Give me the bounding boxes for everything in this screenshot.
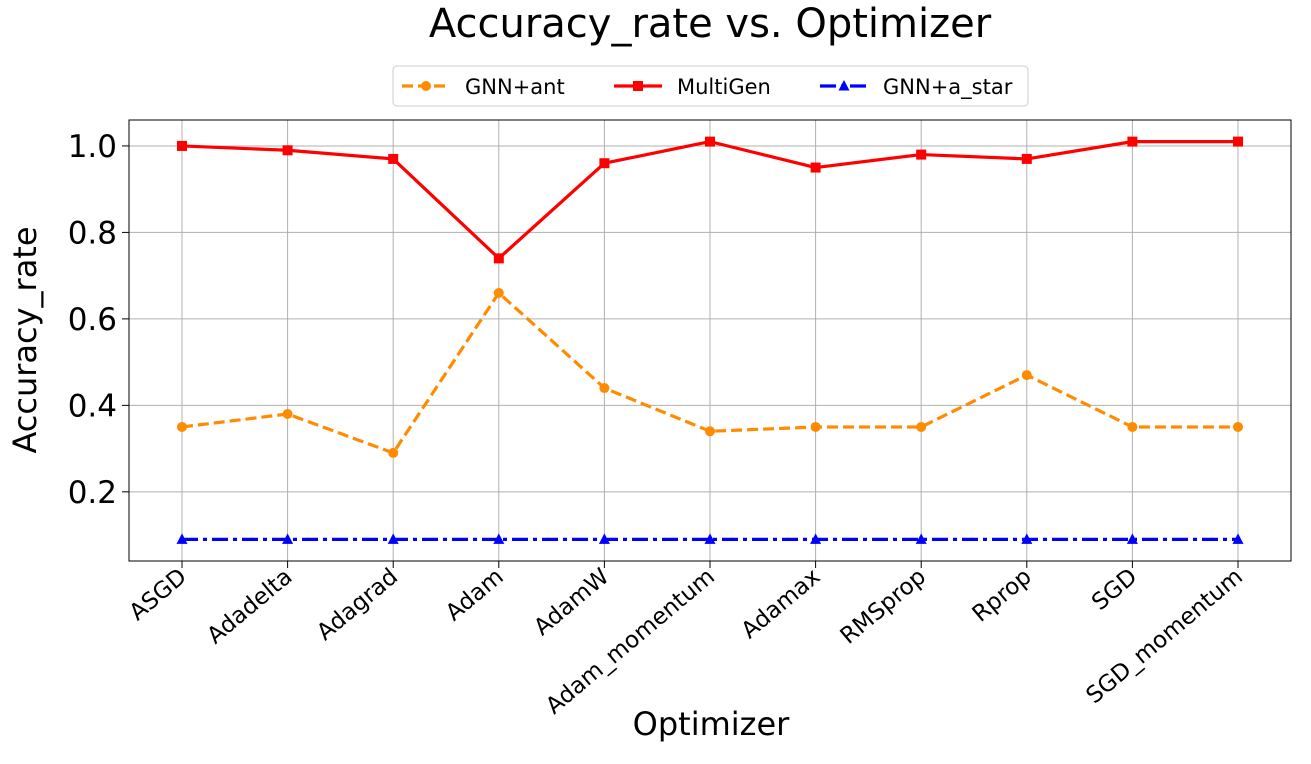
legend-frame xyxy=(392,65,1029,107)
data-point xyxy=(1021,533,1033,544)
series-multigen xyxy=(177,136,1243,264)
data-point xyxy=(388,447,399,458)
series-layer xyxy=(176,136,1244,544)
data-point xyxy=(282,533,294,544)
data-point xyxy=(915,533,927,544)
data-point xyxy=(1126,533,1138,544)
y-tick-label: 0.4 xyxy=(68,388,117,424)
data-point xyxy=(810,421,821,432)
x-tick-label: Adam xyxy=(441,564,509,627)
data-point xyxy=(282,409,293,419)
x-tick-label: Rprop xyxy=(968,564,1037,628)
data-point xyxy=(387,533,399,544)
data-point xyxy=(599,383,610,394)
legend-marker xyxy=(838,80,850,91)
series-gnn-a-star xyxy=(176,533,1244,544)
data-point xyxy=(810,162,821,173)
data-point xyxy=(282,145,293,156)
data-point xyxy=(599,158,610,169)
x-tick-label: Adamax xyxy=(737,564,826,644)
data-point xyxy=(1021,153,1032,164)
data-point xyxy=(916,149,927,160)
data-point xyxy=(1232,533,1244,544)
x-axis-title: Optimizer xyxy=(633,705,790,743)
x-tick-label: ASGD xyxy=(125,564,192,626)
data-point xyxy=(1233,421,1243,432)
data-point xyxy=(916,421,927,432)
y-tick-label: 0.6 xyxy=(68,302,117,338)
data-point xyxy=(1233,136,1243,147)
data-point xyxy=(598,533,610,544)
chart-title: Accuracy_rate vs. Optimizer xyxy=(429,1,992,47)
data-point xyxy=(1021,370,1032,381)
data-point xyxy=(705,136,715,147)
x-tick-label: Adam_momentum xyxy=(541,564,720,720)
y-tick-label: 0.2 xyxy=(68,475,117,511)
x-tick-label: AdamW xyxy=(529,564,614,641)
data-point xyxy=(704,533,716,544)
x-tick-label: Adagrad xyxy=(312,564,403,646)
data-point xyxy=(705,426,715,437)
data-point xyxy=(388,153,399,164)
legend-label: MultiGen xyxy=(677,75,771,99)
legend-label: GNN+a_star xyxy=(883,75,1013,100)
y-tick-label: 0.8 xyxy=(68,215,117,251)
data-point xyxy=(176,533,188,544)
x-axis: ASGD Adadelta Adagrad Adam AdamWAdam_momentu… xyxy=(125,561,1248,720)
data-point xyxy=(177,421,187,432)
grid-lines xyxy=(129,120,1291,561)
legend-label: GNN+ant xyxy=(465,75,565,99)
legend-marker xyxy=(633,81,643,91)
data-point xyxy=(1127,421,1138,432)
data-point xyxy=(1127,136,1138,147)
data-point xyxy=(493,287,504,298)
data-point xyxy=(493,533,505,544)
y-axis-title: Accuracy_rate xyxy=(6,226,44,453)
data-point xyxy=(810,533,822,544)
series-gnn-ant xyxy=(177,287,1243,458)
legend-marker xyxy=(421,81,431,91)
data-point xyxy=(177,140,187,151)
legend: GNN+ant MultiGen GNN+a_star xyxy=(392,65,1029,107)
y-axis: 0.2 0.4 0.6 0.8 1.0 xyxy=(68,129,129,511)
x-tick-label: RMSprop xyxy=(836,564,931,650)
x-tick-label: Adadelta xyxy=(202,564,297,650)
data-point xyxy=(493,253,504,264)
x-tick-label: SGD xyxy=(1087,564,1142,616)
y-tick-label: 1.0 xyxy=(68,129,117,165)
